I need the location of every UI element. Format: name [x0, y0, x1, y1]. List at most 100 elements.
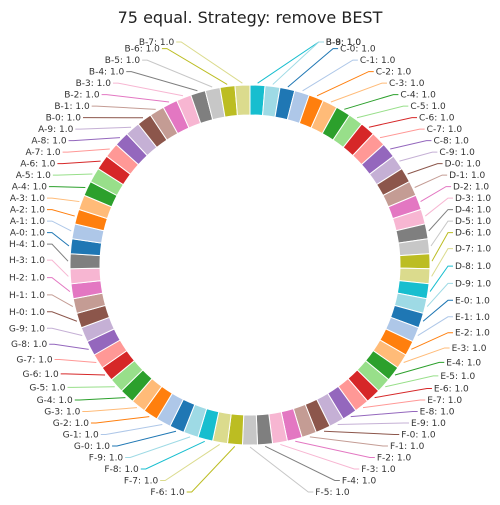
slice-label-f-6: F-6: 1.0 [150, 488, 185, 498]
slice-label-e-1: E-1: 1.0 [455, 313, 490, 323]
slice-label-c-0: C-0: 1.0 [340, 45, 376, 55]
leader-line-e-8 [351, 412, 418, 417]
leader-line-c-7 [380, 129, 425, 138]
leader-line-f-0 [324, 431, 399, 434]
slice-label-b-5: B-5: 1.0 [105, 56, 141, 66]
leader-line-f-5 [250, 447, 313, 492]
leader-line-e-6 [375, 389, 432, 398]
leader-line-g-3 [82, 408, 137, 412]
slice-b-7 [235, 85, 250, 116]
leader-line-d-7 [432, 249, 453, 277]
slice-label-e-7: E-7: 1.0 [427, 396, 462, 406]
slice-label-e-6: E-6: 1.0 [434, 385, 469, 395]
leader-line-a-9 [75, 127, 131, 129]
slice-label-a-8: A-8: 1.0 [31, 137, 66, 147]
slice-label-g-3: G-3: 1.0 [44, 408, 80, 418]
slice-label-f-1: F-1: 1.0 [390, 442, 425, 452]
leader-line-f-9 [125, 437, 190, 458]
slice-label-b-7: B-7: 1.0 [139, 38, 175, 48]
leader-line-d-4 [429, 210, 453, 231]
slice-label-c-6: C-6: 1.0 [419, 114, 455, 124]
leader-line-d-6 [432, 233, 453, 262]
slice-label-b-2: B-2: 1.0 [64, 91, 100, 101]
slice-label-g-5: G-5: 1.0 [29, 383, 65, 393]
slice-d-6 [400, 254, 430, 269]
leader-line-f-3 [280, 444, 359, 469]
leader-line-c-5 [357, 106, 408, 118]
leader-line-a-3 [47, 198, 79, 201]
slice-label-a-4: A-4: 1.0 [12, 183, 47, 193]
leader-line-b-2 [102, 95, 169, 102]
slice-label-e-9: E-9: 1.0 [411, 419, 446, 429]
leader-line-c-1 [303, 60, 358, 91]
slice-label-a-5: A-5: 1.0 [16, 171, 51, 181]
leader-line-d-9 [427, 283, 453, 306]
slice-label-f-5: F-5: 1.0 [315, 488, 350, 498]
slice-label-c-8: C-8: 1.0 [433, 137, 469, 147]
slice-label-f-3: F-3: 1.0 [361, 465, 396, 475]
leader-line-e-7 [363, 400, 425, 408]
slice-label-h-2: H-2: 1.0 [9, 274, 45, 284]
slice-label-c-3: C-3: 1.0 [389, 79, 425, 89]
slice-label-e-8: E-8: 1.0 [420, 408, 455, 418]
leader-line-a-4 [49, 187, 85, 188]
slice-label-e-4: E-4: 1.0 [446, 358, 481, 368]
slice-h-3 [70, 268, 101, 284]
leader-line-f-7 [160, 444, 219, 480]
leader-line-e-9 [338, 423, 409, 424]
slice-label-e-2: E-2: 1.0 [455, 329, 490, 339]
leader-line-e-4 [395, 362, 444, 375]
leader-line-g-9 [47, 328, 82, 335]
leader-line-d-8 [430, 266, 453, 291]
leader-line-a-6 [57, 161, 100, 163]
slices-group [70, 85, 430, 445]
slice-label-d-0: D-0: 1.0 [445, 160, 481, 170]
leader-line-a-7 [63, 149, 110, 152]
leader-line-g-1 [101, 424, 163, 434]
leader-line-e-3 [404, 348, 450, 363]
slice-label-h-1: H-1: 1.0 [9, 291, 45, 301]
slice-label-c-5: C-5: 1.0 [410, 102, 446, 112]
leader-line-a-2 [47, 210, 75, 216]
slice-label-c-4: C-4: 1.0 [400, 91, 436, 101]
slice-label-g-8: G-8: 1.0 [11, 340, 47, 350]
slice-label-a-7: A-7: 1.0 [25, 148, 60, 158]
leader-line-g-4 [75, 398, 126, 400]
leader-line-a-8 [69, 138, 120, 141]
slice-label-d-3: D-3: 1.0 [455, 194, 491, 204]
leader-line-b-7 [176, 42, 242, 83]
leader-line-g-8 [49, 344, 89, 349]
slice-h-4 [70, 254, 100, 269]
leader-line-f-1 [310, 437, 388, 446]
leader-line-c-2 [317, 72, 374, 96]
leader-line-h-3 [47, 260, 68, 276]
leader-line-h-1 [47, 295, 73, 307]
slice-label-h-3: H-3: 1.0 [9, 256, 45, 266]
slice-label-b-3: B-3: 1.0 [76, 79, 112, 89]
slice-label-f-7: F-7: 1.0 [124, 477, 159, 487]
slice-label-c-2: C-2: 1.0 [376, 68, 412, 78]
slice-label-a-2: A-2: 1.0 [10, 206, 45, 216]
leader-line-h-4 [47, 244, 68, 261]
slice-label-b-1: B-1: 1.0 [54, 102, 90, 112]
leader-line-c-8 [390, 141, 431, 149]
slice-label-d-4: D-4: 1.0 [455, 206, 491, 216]
slice-label-f-9: F-9: 1.0 [89, 454, 124, 464]
slice-label-a-1: A-1: 1.0 [10, 217, 45, 227]
leader-line-f-6 [187, 446, 235, 492]
leader-line-c-9 [399, 152, 437, 161]
leader-line-d-3 [425, 198, 453, 216]
leader-line-h-2 [47, 278, 70, 292]
slice-label-g-6: G-6: 1.0 [23, 370, 59, 380]
slice-label-f-2: F-2: 1.0 [377, 454, 412, 464]
slice-label-g-9: G-9: 1.0 [9, 324, 45, 334]
leader-line-e-2 [411, 333, 453, 350]
slice-label-f-0: F-0: 1.0 [401, 431, 436, 441]
slice-label-h-4: H-4: 1.0 [9, 240, 45, 250]
leader-line-g-7 [55, 359, 97, 362]
slice-label-g-0: G-0: 1.0 [74, 442, 110, 452]
leader-line-f-8 [141, 441, 205, 469]
leader-line-b-8 [258, 42, 324, 83]
